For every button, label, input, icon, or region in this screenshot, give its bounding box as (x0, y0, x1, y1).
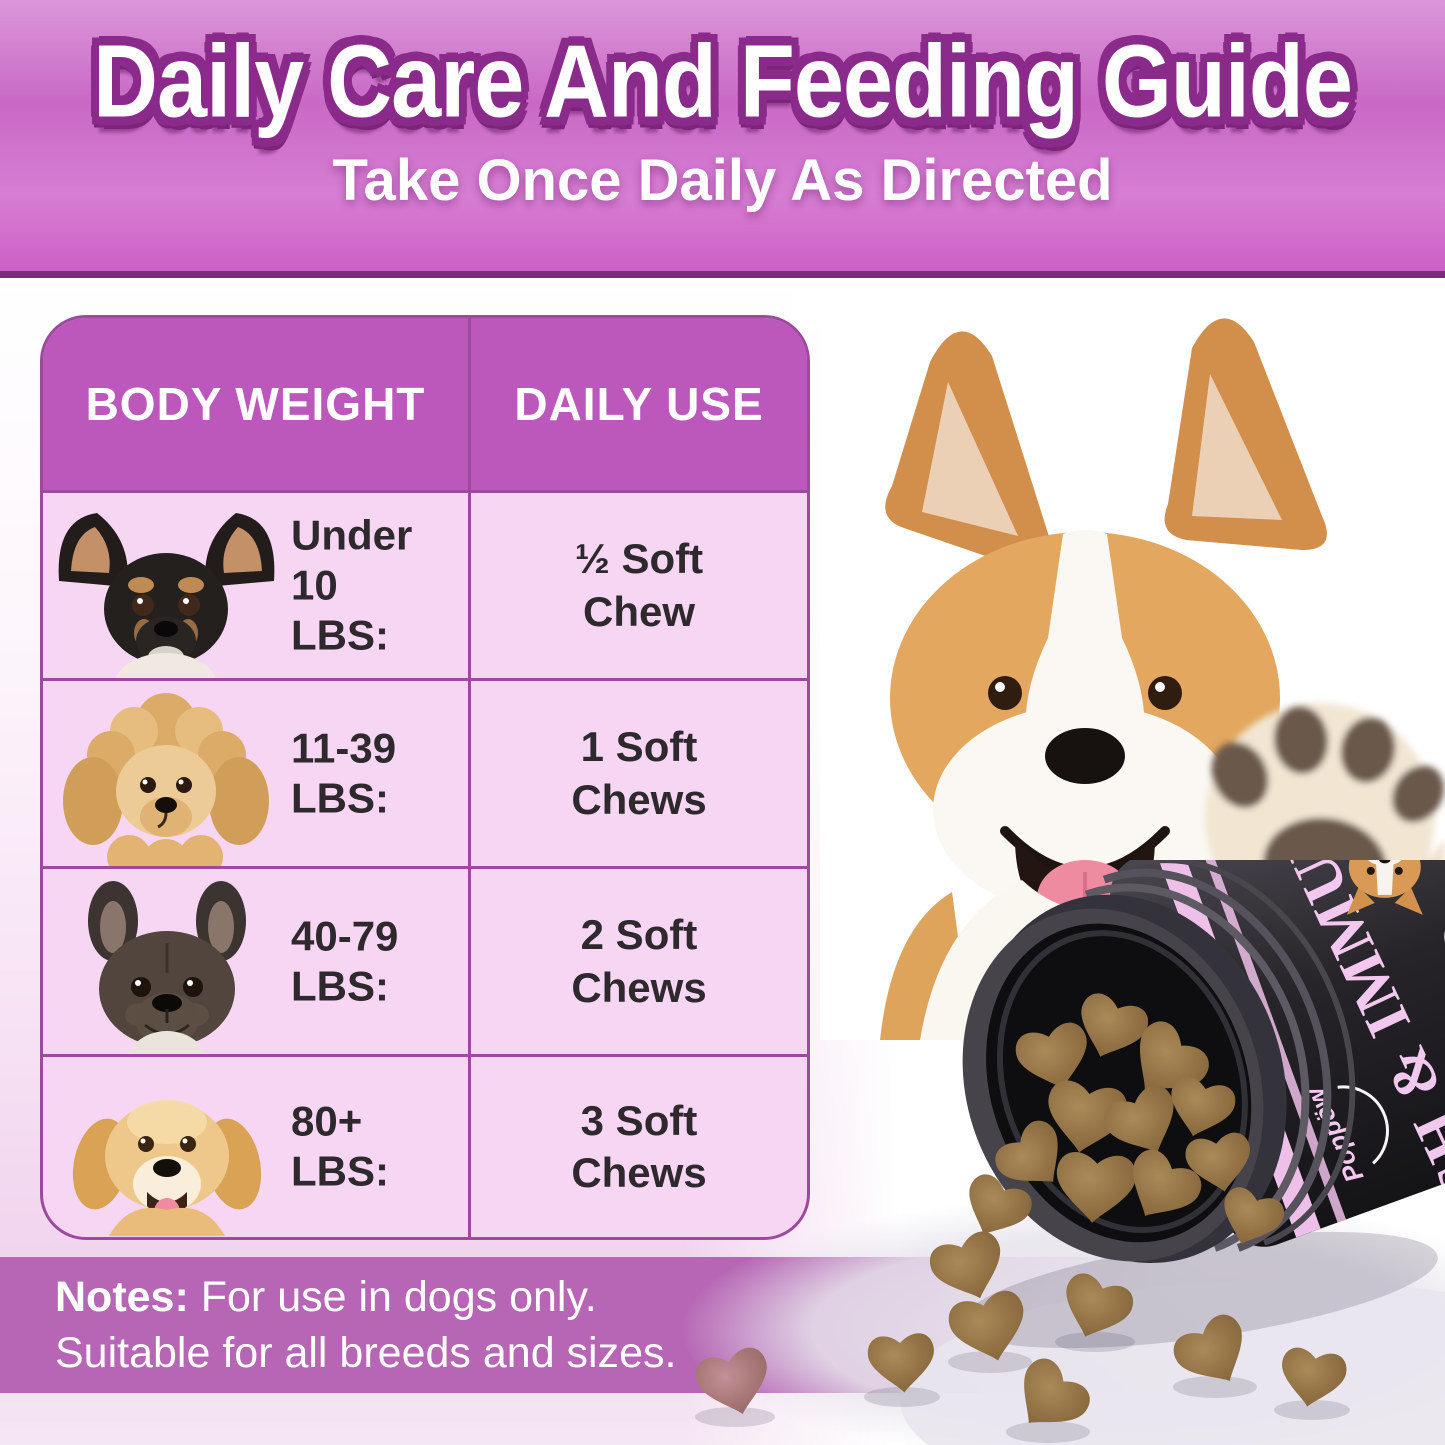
notes-line-2: Suitable for all breeds and sizes. (55, 1328, 677, 1377)
weight-range: Under 10 LBS: (291, 510, 413, 659)
table-row-1-daily-use: ½ Soft Chew (471, 490, 807, 678)
feeding-table: BODY WEIGHT DAILY USE Under 10 (40, 315, 810, 1240)
notes-text-1: For use in dogs only. (200, 1273, 597, 1321)
dog-photo-golden-retriever (72, 1100, 262, 1236)
table-row-1-body-weight: Under 10 LBS: (43, 490, 471, 678)
table-row-3-body-weight: 40-79 LBS: (43, 866, 471, 1054)
dog-photo-french-bulldog (88, 881, 246, 1054)
dog-photo-poodle (63, 693, 269, 866)
table-row-4-body-weight: 80+ LBS: (43, 1054, 471, 1237)
weight-range: 40-79 LBS: (291, 912, 399, 1010)
header-banner: Daily Care And Feeding Guide Take Once D… (0, 0, 1445, 278)
notes-line-1: Notes: For use in dogs only. (55, 1270, 1200, 1326)
column-header-body-weight: BODY WEIGHT (43, 318, 471, 490)
notes-label: Notes: (55, 1273, 189, 1321)
table-row-3-daily-use: 2 Soft Chews (471, 866, 807, 1054)
dog-photo-chihuahua (58, 513, 275, 678)
jar-label-corgi-icon (1346, 860, 1423, 915)
page-title: Daily Care And Feeding Guide (93, 25, 1353, 140)
corgi-photo (820, 278, 1445, 1040)
table-row-2-daily-use: 1 Soft Chews (471, 678, 807, 866)
column-header-daily-use: DAILY USE (471, 318, 807, 490)
weight-range: 80+ LBS: (291, 1097, 389, 1195)
page-subtitle: Take Once Daily As Directed (332, 148, 1113, 213)
table-row-4-daily-use: 3 Soft Chews (471, 1054, 807, 1237)
weight-range: 11-39 LBS: (291, 724, 397, 822)
soft-chews (691, 988, 1350, 1445)
table-row-2-body-weight: 11-39 LBS: (43, 678, 471, 866)
product-jar-photo: ITCH & IMMUNE AIDS SKIN COMFORT & CALMIN… (680, 860, 1445, 1445)
